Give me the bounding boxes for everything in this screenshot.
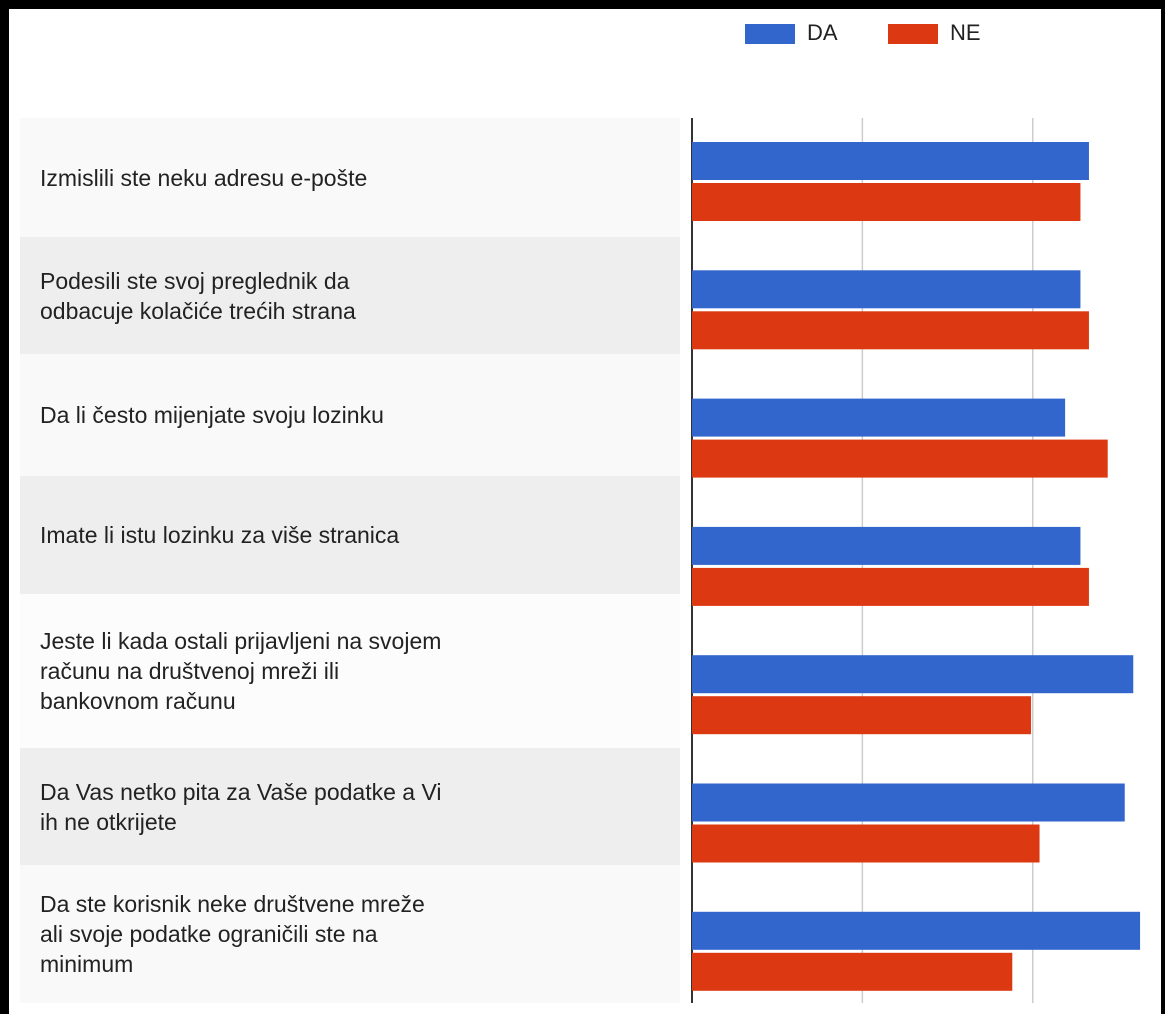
bar <box>692 911 1141 950</box>
bar <box>692 696 1032 735</box>
bar <box>692 567 1089 606</box>
legend-swatch <box>888 24 938 44</box>
category-label: Izmislili ste neku adresu e-pošte <box>20 118 680 237</box>
bar <box>692 526 1081 565</box>
bar <box>692 952 1013 991</box>
bar <box>692 655 1134 694</box>
bar <box>692 270 1081 309</box>
category-label: Da ste korisnik neke društvene mreže ali… <box>20 865 680 1003</box>
category-label: Da li često mijenjate svoju lozinku <box>20 354 680 476</box>
bar <box>692 311 1089 350</box>
legend-label: NE <box>950 20 981 45</box>
bar <box>692 142 1089 180</box>
legend-swatch <box>745 24 795 44</box>
bar <box>692 783 1125 822</box>
category-label: Da Vas netko pita za Vaše podatke a Vi i… <box>20 748 680 865</box>
bar <box>692 398 1066 437</box>
bar <box>692 824 1040 863</box>
legend-label: DA <box>807 20 838 45</box>
category-label: Podesili ste svoj preglednik da odbacuje… <box>20 237 680 354</box>
bar <box>692 183 1081 221</box>
category-label: Jeste li kada ostali prijavljeni na svoj… <box>20 594 680 748</box>
bar <box>692 439 1108 478</box>
category-label: Imate li istu lozinku za više stranica <box>20 476 680 594</box>
